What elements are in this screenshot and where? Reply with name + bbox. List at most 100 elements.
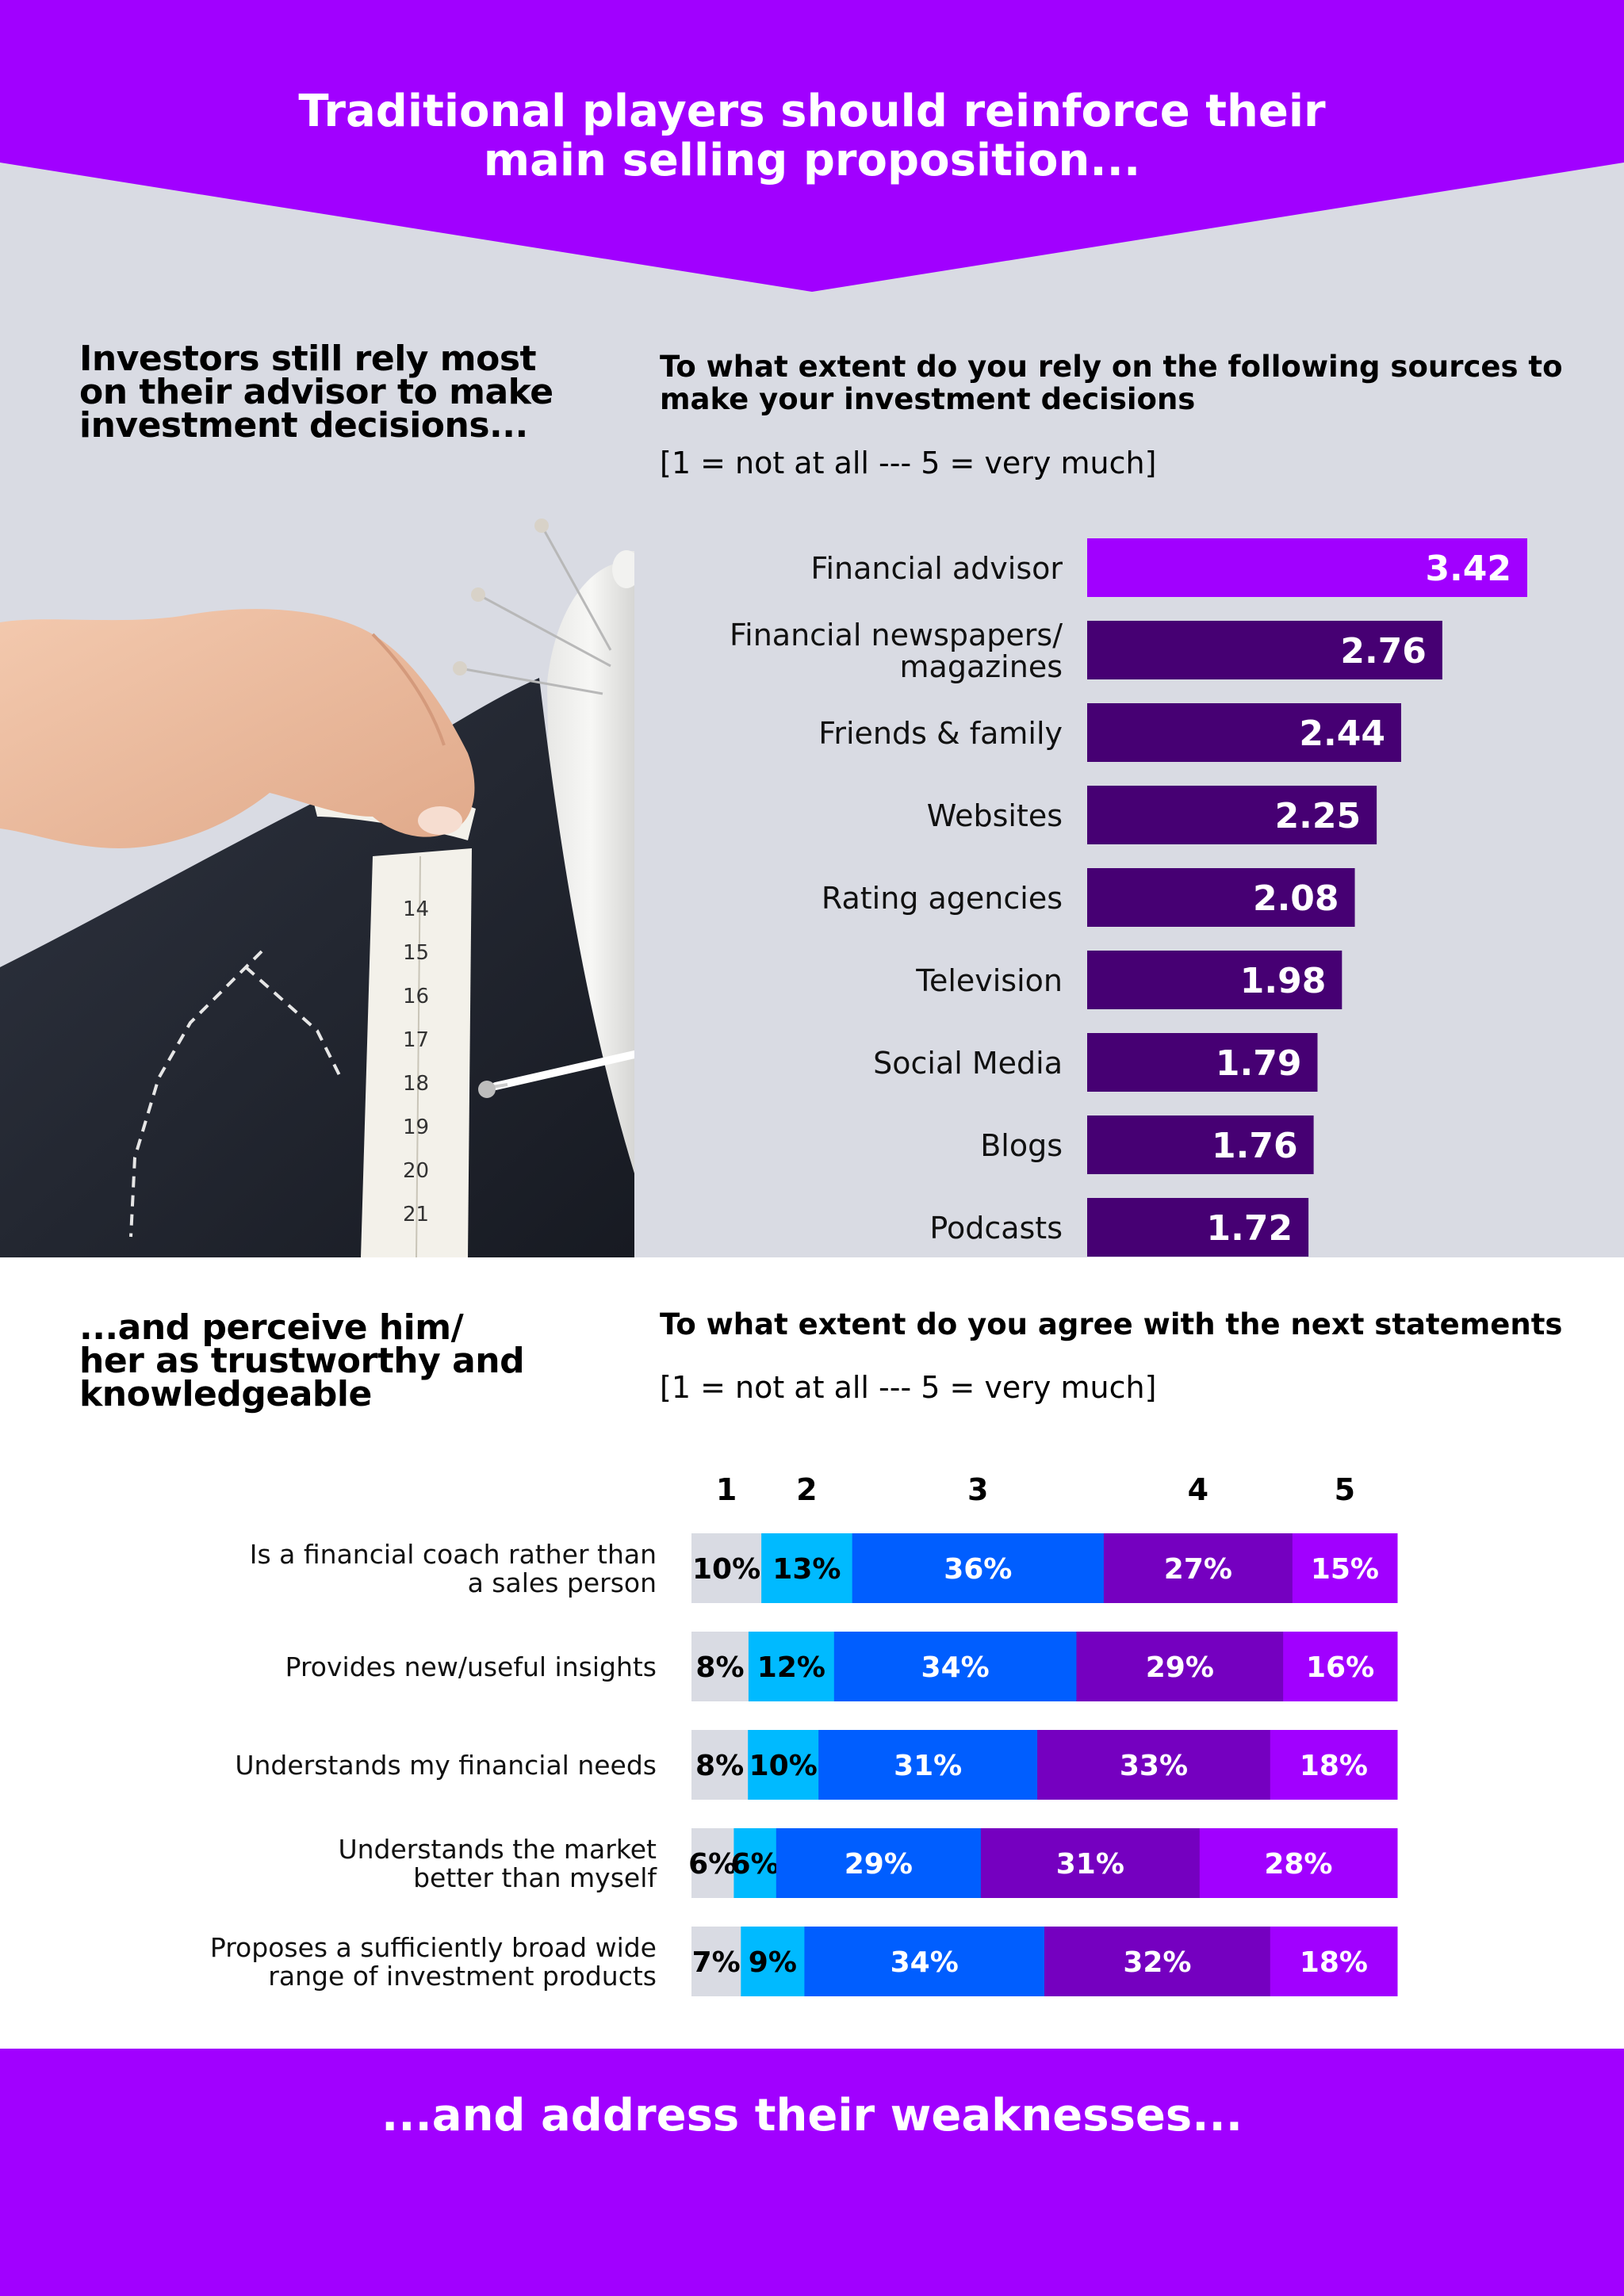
svg-text:15: 15 [403,941,429,965]
section2-heading: ...and perceive him/ her as trustworthy … [79,1311,525,1414]
bar-7 [1087,1115,1314,1174]
stack-value-label-0-1: 10% [692,1553,760,1586]
statement-label-1-0: Provides new/useful insights [285,1651,657,1682]
statement-label-2-0: Understands my financial needs [235,1750,657,1781]
svg-text:17: 17 [403,1028,429,1052]
bar-category-label-4-0: Rating agencies [822,881,1063,916]
stack-value-label-4-5: 18% [1300,1946,1368,1979]
svg-text:18: 18 [403,1072,429,1096]
stack-value-label-1-4: 29% [1146,1651,1214,1684]
section1-question: To what extent do you rely on the follow… [660,350,1563,415]
stack-segment-4-5 [1270,1927,1398,1996]
column-header-3: 3 [967,1472,988,1507]
stack-value-label-2-2: 10% [749,1750,818,1782]
section2-heading-line-2: her as trustworthy and [79,1341,525,1381]
statement-label-3-0: Understands the market [338,1834,657,1865]
stack-segment-2-3 [818,1730,1038,1800]
svg-text:14: 14 [403,897,429,921]
bar-8 [1087,1198,1309,1257]
stack-value-label-4-2: 9% [749,1946,797,1979]
section2-question: To what extent do you agree with the nex… [660,1307,1563,1341]
section2-heading-line-1: ...and perceive him/ [79,1307,464,1348]
section2-scale-note: [1 = not at all --- 5 = very much] [660,1370,1157,1405]
stack-segment-0-5 [1292,1533,1398,1603]
stack-segment-4-3 [804,1927,1045,1996]
section1-scale-note: [1 = not at all --- 5 = very much] [660,446,1157,480]
bar-2 [1087,703,1401,762]
stack-value-label-4-4: 32% [1123,1946,1191,1979]
column-header-1: 1 [716,1472,737,1507]
stack-value-label-1-1: 8% [695,1651,744,1684]
bar-value-label-8: 1.72 [1207,1208,1293,1249]
white-thread [492,1050,634,1090]
reliance-bar-chart: 3.42 Financial advisor 2.76 Financial newsp… [730,538,1527,1257]
page-title-line-1: Traditional players should reinforce the… [298,86,1326,137]
stack-value-label-2-4: 33% [1120,1750,1188,1782]
statement-label-0-1: a sales person [468,1567,657,1598]
stack-segment-1-4 [1076,1632,1284,1701]
bar-category-label-3-0: Websites [927,798,1063,833]
stack-value-label-4-3: 34% [891,1946,959,1979]
stack-value-label-4-1: 7% [692,1946,741,1979]
stack-value-label-0-2: 13% [772,1553,841,1586]
stack-segment-2-5 [1270,1730,1398,1800]
stack-value-label-0-4: 27% [1164,1553,1232,1586]
stack-segment-0-2 [761,1533,853,1603]
svg-text:21: 21 [403,1203,429,1226]
stack-segment-4-4 [1044,1927,1271,1996]
stack-value-label-3-5: 28% [1264,1848,1332,1881]
statement-label-0-0: Is a financial coach rather than [250,1539,657,1570]
section1-question-line-1: To what extent do you rely on the follow… [660,350,1563,384]
statement-label-4-0: Proposes a sufficiently broad wide [210,1932,657,1963]
pins [453,519,612,1098]
section1-heading-line-3: investment decisions... [79,405,528,446]
section1-question-line-2: make your investment decisions [660,382,1196,416]
bar-value-label-6: 1.79 [1216,1043,1302,1084]
bar-value-label-3: 2.25 [1275,796,1362,836]
stack-value-label-3-2: 6% [731,1848,779,1881]
stack-value-label-1-5: 16% [1306,1651,1374,1684]
stack-segment-3-1 [691,1828,734,1898]
stack-segment-2-4 [1037,1730,1271,1800]
stack-segment-1-1 [691,1632,749,1701]
bar-1 [1087,621,1442,679]
bar-value-label-1: 2.76 [1340,631,1427,672]
stack-segment-0-3 [852,1533,1105,1603]
bar-category-label-1-1: magazines [900,649,1063,684]
bar-category-label-5-0: Television [915,963,1063,998]
stack-segment-3-2 [733,1828,777,1898]
column-header-5: 5 [1335,1472,1355,1507]
bar-4 [1087,868,1355,927]
bar-category-label-0-0: Financial advisor [810,551,1063,586]
stack-segment-1-2 [748,1632,835,1701]
statement-label-3-1: better than myself [413,1862,657,1893]
jacket [0,678,634,1257]
header-banner [0,0,1624,292]
stack-value-label-2-1: 8% [695,1750,744,1782]
column-header-2: 2 [796,1472,817,1507]
bar-category-label-6-0: Social Media [873,1046,1063,1081]
jacket-stitching [129,950,263,1238]
bar-category-label-7-0: Blogs [980,1128,1063,1163]
section2-heading-line-3: knowledgeable [79,1374,372,1414]
stack-segment-3-4 [980,1828,1201,1898]
footer-band [0,2049,1624,2296]
bar-value-label-2: 2.44 [1299,714,1385,754]
stack-value-label-3-4: 31% [1056,1848,1124,1881]
bar-category-label-2-0: Friends & family [818,716,1063,751]
footer-text: ...and address their weaknesses... [381,2090,1243,2141]
stack-value-label-2-3: 31% [894,1750,962,1782]
stack-value-label-0-5: 15% [1311,1553,1379,1586]
section1-heading: Investors still rely most on their advis… [79,342,553,443]
stack-value-label-1-2: 12% [757,1651,825,1684]
stack-segment-4-2 [741,1927,805,1996]
stack-value-label-0-3: 36% [944,1553,1012,1586]
stack-segment-2-1 [691,1730,749,1800]
stack-segment-0-4 [1103,1533,1293,1603]
lapel-stitching [244,966,343,1079]
statement-label-4-1: range of investment products [268,1961,657,1992]
bar-value-label-0: 3.42 [1425,549,1511,589]
stack-segment-1-3 [833,1632,1077,1701]
tailor-illustration: 14 15 16 17 18 19 20 21 [0,519,634,1257]
bar-6 [1087,1033,1318,1092]
